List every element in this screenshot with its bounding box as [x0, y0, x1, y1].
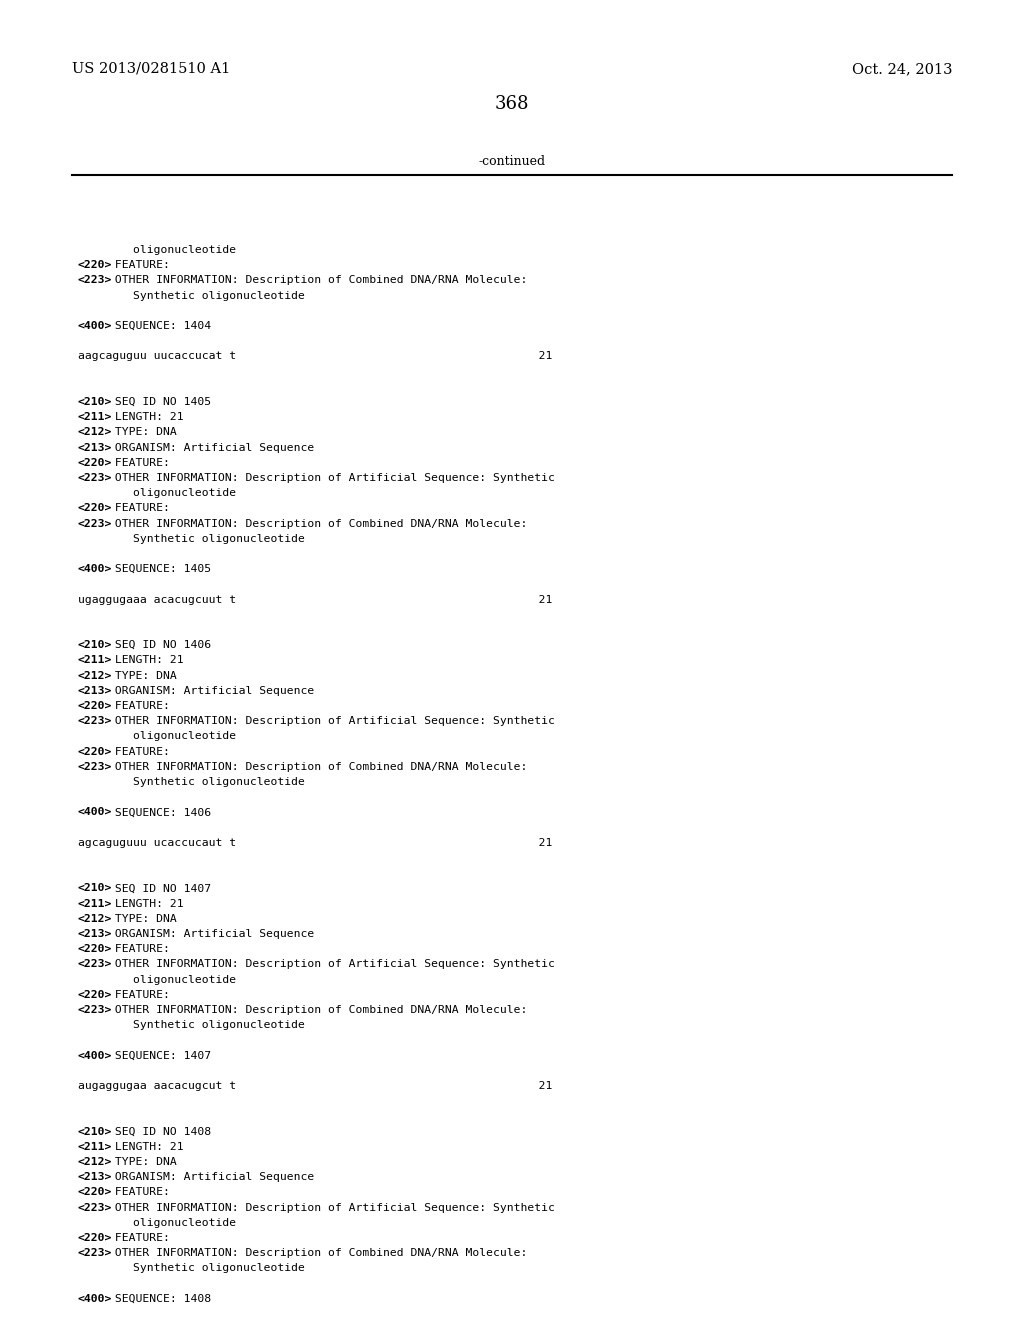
Text: OTHER INFORMATION: Description of Artificial Sequence: Synthetic: OTHER INFORMATION: Description of Artifi…: [108, 717, 555, 726]
Text: <400>: <400>: [78, 321, 113, 331]
Text: US 2013/0281510 A1: US 2013/0281510 A1: [72, 62, 230, 77]
Text: OTHER INFORMATION: Description of Combined DNA/RNA Molecule:: OTHER INFORMATION: Description of Combin…: [108, 762, 527, 772]
Text: FEATURE:: FEATURE:: [108, 990, 170, 999]
Text: <220>: <220>: [78, 260, 113, 271]
Text: <220>: <220>: [78, 1233, 113, 1243]
Text: Synthetic oligonucleotide: Synthetic oligonucleotide: [78, 1020, 305, 1030]
Text: FEATURE:: FEATURE:: [108, 1188, 170, 1197]
Text: <223>: <223>: [78, 762, 113, 772]
Text: OTHER INFORMATION: Description of Artificial Sequence: Synthetic: OTHER INFORMATION: Description of Artifi…: [108, 960, 555, 969]
Text: augaggugaa aacacugcut t                                            21: augaggugaa aacacugcut t 21: [78, 1081, 552, 1092]
Text: TYPE: DNA: TYPE: DNA: [108, 671, 176, 681]
Text: <223>: <223>: [78, 276, 113, 285]
Text: FEATURE:: FEATURE:: [108, 747, 170, 756]
Text: <223>: <223>: [78, 1203, 113, 1213]
Text: <212>: <212>: [78, 671, 113, 681]
Text: <400>: <400>: [78, 1294, 113, 1304]
Text: FEATURE:: FEATURE:: [108, 944, 170, 954]
Text: OTHER INFORMATION: Description of Combined DNA/RNA Molecule:: OTHER INFORMATION: Description of Combin…: [108, 519, 527, 528]
Text: <223>: <223>: [78, 1249, 113, 1258]
Text: Synthetic oligonucleotide: Synthetic oligonucleotide: [78, 290, 305, 301]
Text: OTHER INFORMATION: Description of Artificial Sequence: Synthetic: OTHER INFORMATION: Description of Artifi…: [108, 1203, 555, 1213]
Text: ORGANISM: Artificial Sequence: ORGANISM: Artificial Sequence: [108, 929, 314, 939]
Text: <223>: <223>: [78, 473, 113, 483]
Text: <220>: <220>: [78, 458, 113, 467]
Text: Synthetic oligonucleotide: Synthetic oligonucleotide: [78, 1263, 305, 1274]
Text: <212>: <212>: [78, 913, 113, 924]
Text: <223>: <223>: [78, 1005, 113, 1015]
Text: <212>: <212>: [78, 1158, 113, 1167]
Text: Synthetic oligonucleotide: Synthetic oligonucleotide: [78, 533, 305, 544]
Text: FEATURE:: FEATURE:: [108, 260, 170, 271]
Text: ORGANISM: Artificial Sequence: ORGANISM: Artificial Sequence: [108, 442, 314, 453]
Text: LENGTH: 21: LENGTH: 21: [108, 656, 183, 665]
Text: <400>: <400>: [78, 808, 113, 817]
Text: SEQUENCE: 1405: SEQUENCE: 1405: [108, 564, 211, 574]
Text: FEATURE:: FEATURE:: [108, 458, 170, 467]
Text: LENGTH: 21: LENGTH: 21: [108, 412, 183, 422]
Text: TYPE: DNA: TYPE: DNA: [108, 1158, 176, 1167]
Text: <212>: <212>: [78, 428, 113, 437]
Text: oligonucleotide: oligonucleotide: [78, 731, 237, 742]
Text: <211>: <211>: [78, 899, 113, 908]
Text: agcaguguuu ucaccucaut t                                            21: agcaguguuu ucaccucaut t 21: [78, 838, 552, 847]
Text: <220>: <220>: [78, 1188, 113, 1197]
Text: FEATURE:: FEATURE:: [108, 701, 170, 711]
Text: <213>: <213>: [78, 929, 113, 939]
Text: <211>: <211>: [78, 1142, 113, 1152]
Text: <220>: <220>: [78, 701, 113, 711]
Text: <210>: <210>: [78, 883, 113, 894]
Text: OTHER INFORMATION: Description of Artificial Sequence: Synthetic: OTHER INFORMATION: Description of Artifi…: [108, 473, 555, 483]
Text: ORGANISM: Artificial Sequence: ORGANISM: Artificial Sequence: [108, 686, 314, 696]
Text: FEATURE:: FEATURE:: [108, 503, 170, 513]
Text: SEQUENCE: 1404: SEQUENCE: 1404: [108, 321, 211, 331]
Text: <211>: <211>: [78, 412, 113, 422]
Text: <220>: <220>: [78, 990, 113, 999]
Text: oligonucleotide: oligonucleotide: [78, 974, 237, 985]
Text: SEQUENCE: 1407: SEQUENCE: 1407: [108, 1051, 211, 1060]
Text: <213>: <213>: [78, 442, 113, 453]
Text: ORGANISM: Artificial Sequence: ORGANISM: Artificial Sequence: [108, 1172, 314, 1183]
Text: <400>: <400>: [78, 564, 113, 574]
Text: OTHER INFORMATION: Description of Combined DNA/RNA Molecule:: OTHER INFORMATION: Description of Combin…: [108, 1005, 527, 1015]
Text: SEQUENCE: 1408: SEQUENCE: 1408: [108, 1294, 211, 1304]
Text: SEQ ID NO 1407: SEQ ID NO 1407: [108, 883, 211, 894]
Text: LENGTH: 21: LENGTH: 21: [108, 1142, 183, 1152]
Text: <210>: <210>: [78, 397, 113, 407]
Text: <210>: <210>: [78, 1126, 113, 1137]
Text: oligonucleotide: oligonucleotide: [78, 488, 237, 498]
Text: <210>: <210>: [78, 640, 113, 651]
Text: TYPE: DNA: TYPE: DNA: [108, 428, 176, 437]
Text: <400>: <400>: [78, 1051, 113, 1060]
Text: TYPE: DNA: TYPE: DNA: [108, 913, 176, 924]
Text: <220>: <220>: [78, 944, 113, 954]
Text: 368: 368: [495, 95, 529, 114]
Text: SEQUENCE: 1406: SEQUENCE: 1406: [108, 808, 211, 817]
Text: SEQ ID NO 1406: SEQ ID NO 1406: [108, 640, 211, 651]
Text: -continued: -continued: [478, 154, 546, 168]
Text: oligonucleotide: oligonucleotide: [78, 246, 237, 255]
Text: aagcaguguu uucaccucat t                                            21: aagcaguguu uucaccucat t 21: [78, 351, 552, 362]
Text: SEQ ID NO 1408: SEQ ID NO 1408: [108, 1126, 211, 1137]
Text: <220>: <220>: [78, 747, 113, 756]
Text: <223>: <223>: [78, 717, 113, 726]
Text: <213>: <213>: [78, 686, 113, 696]
Text: <223>: <223>: [78, 960, 113, 969]
Text: LENGTH: 21: LENGTH: 21: [108, 899, 183, 908]
Text: Synthetic oligonucleotide: Synthetic oligonucleotide: [78, 777, 305, 787]
Text: <211>: <211>: [78, 656, 113, 665]
Text: oligonucleotide: oligonucleotide: [78, 1218, 237, 1228]
Text: ugaggugaaa acacugcuut t                                            21: ugaggugaaa acacugcuut t 21: [78, 594, 552, 605]
Text: OTHER INFORMATION: Description of Combined DNA/RNA Molecule:: OTHER INFORMATION: Description of Combin…: [108, 1249, 527, 1258]
Text: <223>: <223>: [78, 519, 113, 528]
Text: Oct. 24, 2013: Oct. 24, 2013: [852, 62, 952, 77]
Text: <213>: <213>: [78, 1172, 113, 1183]
Text: OTHER INFORMATION: Description of Combined DNA/RNA Molecule:: OTHER INFORMATION: Description of Combin…: [108, 276, 527, 285]
Text: SEQ ID NO 1405: SEQ ID NO 1405: [108, 397, 211, 407]
Text: FEATURE:: FEATURE:: [108, 1233, 170, 1243]
Text: <220>: <220>: [78, 503, 113, 513]
